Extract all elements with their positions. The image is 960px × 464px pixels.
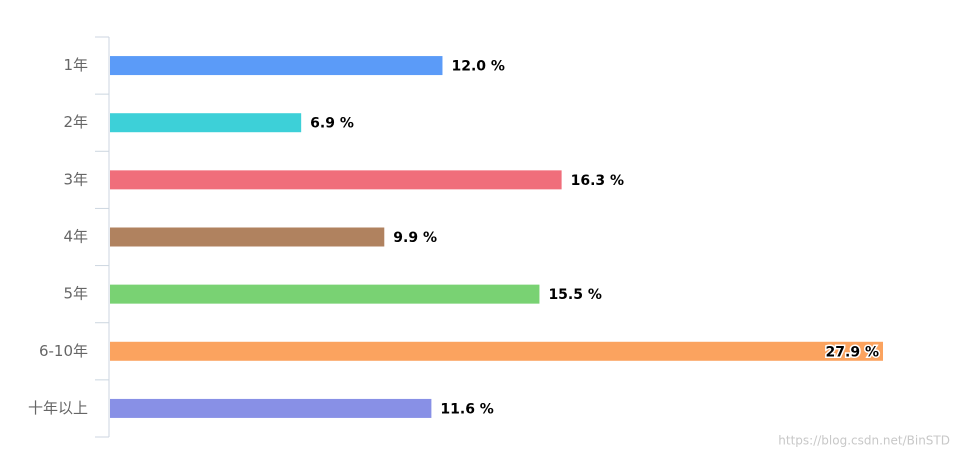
- bar: [110, 398, 432, 418]
- bar: [110, 227, 385, 247]
- y-tick-label: 2年: [63, 113, 88, 131]
- value-label: 16.3 %: [571, 173, 624, 189]
- bar: [110, 56, 443, 76]
- y-tick-label: 6-10年: [39, 342, 88, 360]
- y-tick-label: 1年: [63, 56, 88, 74]
- y-tick-label: 4年: [63, 228, 88, 246]
- bar: [110, 284, 540, 304]
- bar: [110, 113, 302, 133]
- value-label: 6.9 %: [310, 116, 354, 132]
- value-label: 12.0 %: [451, 59, 504, 75]
- y-tick-label: 3年: [63, 170, 88, 188]
- value-label: 27.9 %: [826, 344, 879, 360]
- watermark: https://blog.csdn.net/BinSTD: [778, 434, 950, 448]
- y-tick-label: 十年以上: [28, 399, 88, 417]
- y-tick-label: 5年: [63, 285, 88, 303]
- value-label: 15.5 %: [548, 287, 601, 303]
- value-label: 9.9 %: [393, 230, 437, 246]
- value-label: 11.6 %: [440, 401, 493, 417]
- bar: [110, 341, 883, 361]
- bar: [110, 170, 562, 190]
